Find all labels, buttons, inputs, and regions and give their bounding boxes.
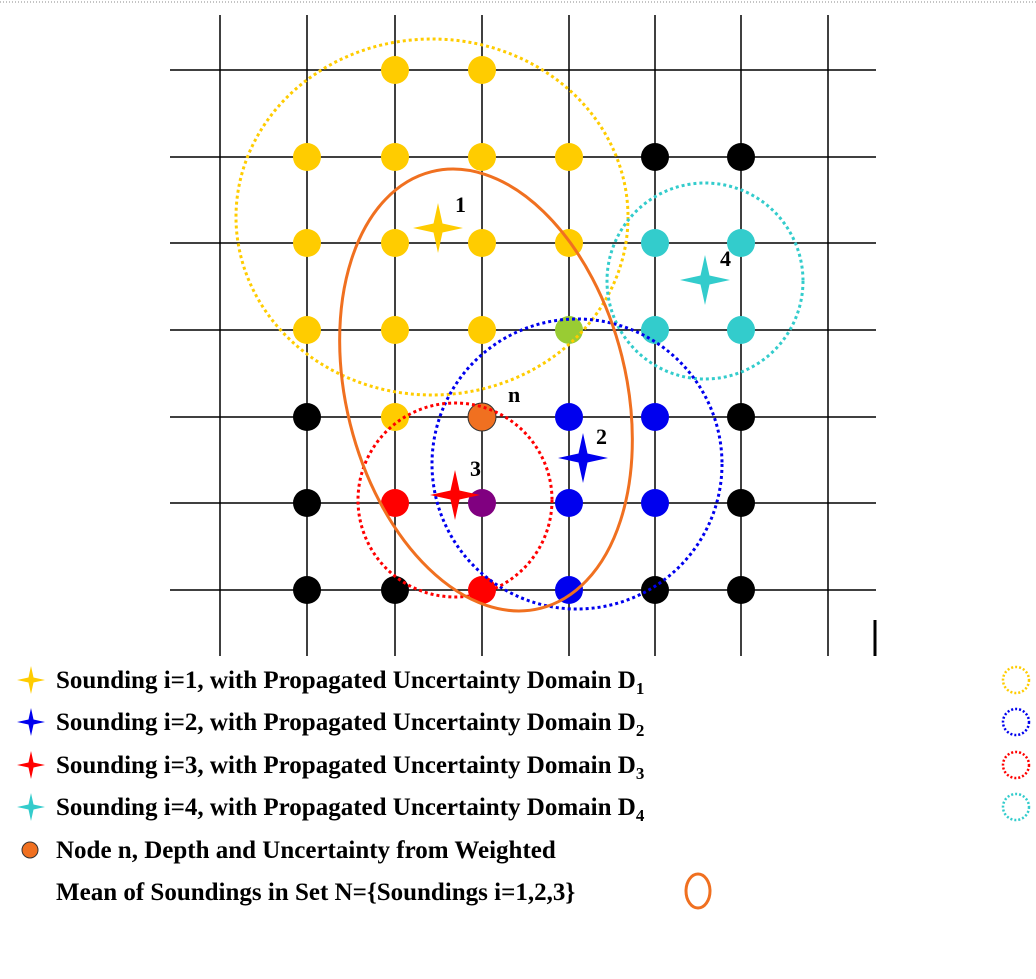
node — [641, 403, 669, 431]
legend-icon — [17, 751, 45, 779]
legend-text: Sounding i=3, with Propagated Uncertaint… — [56, 752, 644, 783]
node — [293, 403, 321, 431]
legend-subscript: 4 — [636, 806, 645, 825]
legend-subscript: 2 — [636, 721, 645, 740]
node — [381, 489, 409, 517]
marker-label: 3 — [470, 456, 481, 481]
node — [641, 316, 669, 344]
legend-subscript: 1 — [636, 679, 645, 698]
legend-icon — [21, 841, 39, 859]
sounding — [680, 255, 730, 305]
legend-label: Sounding i=4, with Propagated Uncertaint… — [56, 794, 636, 821]
node — [727, 403, 755, 431]
node — [727, 229, 755, 257]
node — [468, 316, 496, 344]
node — [293, 489, 321, 517]
node — [727, 143, 755, 171]
domain-d2 — [430, 317, 724, 611]
node — [727, 489, 755, 517]
legend-label: Sounding i=2, with Propagated Uncertaint… — [56, 709, 636, 736]
legend-icon — [17, 708, 45, 736]
legend-subscript: 3 — [636, 764, 645, 783]
node — [381, 576, 409, 604]
marker-label: 4 — [720, 246, 731, 271]
node — [293, 143, 321, 171]
node — [468, 489, 496, 517]
node — [381, 316, 409, 344]
node — [468, 56, 496, 84]
sounding — [430, 470, 480, 520]
node — [555, 143, 583, 171]
sounding — [413, 203, 463, 253]
legend-text: Mean of Soundings in Set N={Soundings i=… — [56, 879, 575, 906]
legend-domain — [1001, 792, 1031, 822]
legend-text: Sounding i=1, with Propagated Uncertaint… — [56, 667, 644, 698]
node — [467, 402, 497, 432]
node — [641, 229, 669, 257]
legend-text: Sounding i=2, with Propagated Uncertaint… — [56, 709, 644, 740]
legend-domain — [1001, 665, 1031, 695]
node — [641, 489, 669, 517]
marker-label: 1 — [455, 192, 466, 217]
legend-label: Sounding i=1, with Propagated Uncertaint… — [56, 667, 636, 694]
marker-label: 2 — [596, 424, 607, 449]
legend-text: Node n, Depth and Uncertainty from Weigh… — [56, 837, 556, 864]
set-n-domain — [338, 167, 634, 613]
domain-d3 — [356, 401, 554, 599]
legend-domain — [1001, 750, 1031, 780]
node — [381, 143, 409, 171]
legend-text: Sounding i=4, with Propagated Uncertaint… — [56, 794, 645, 825]
legend-label: Sounding i=3, with Propagated Uncertaint… — [56, 752, 636, 779]
node — [641, 576, 669, 604]
sounding — [558, 433, 608, 483]
node — [468, 143, 496, 171]
legend-set-n — [684, 872, 712, 910]
domain-d4 — [605, 181, 805, 381]
marker-label: n — [508, 382, 520, 407]
node — [555, 576, 583, 604]
node — [727, 316, 755, 344]
node — [468, 576, 496, 604]
node — [293, 576, 321, 604]
legend-icon — [17, 666, 45, 694]
legend-icon — [17, 793, 45, 821]
legend-domain — [1001, 707, 1031, 737]
node — [381, 56, 409, 84]
node — [381, 403, 409, 431]
node — [555, 489, 583, 517]
node — [555, 403, 583, 431]
node — [727, 576, 755, 604]
node — [468, 229, 496, 257]
node — [381, 229, 409, 257]
node — [293, 229, 321, 257]
node — [293, 316, 321, 344]
domain-d1 — [234, 37, 630, 397]
node — [641, 143, 669, 171]
